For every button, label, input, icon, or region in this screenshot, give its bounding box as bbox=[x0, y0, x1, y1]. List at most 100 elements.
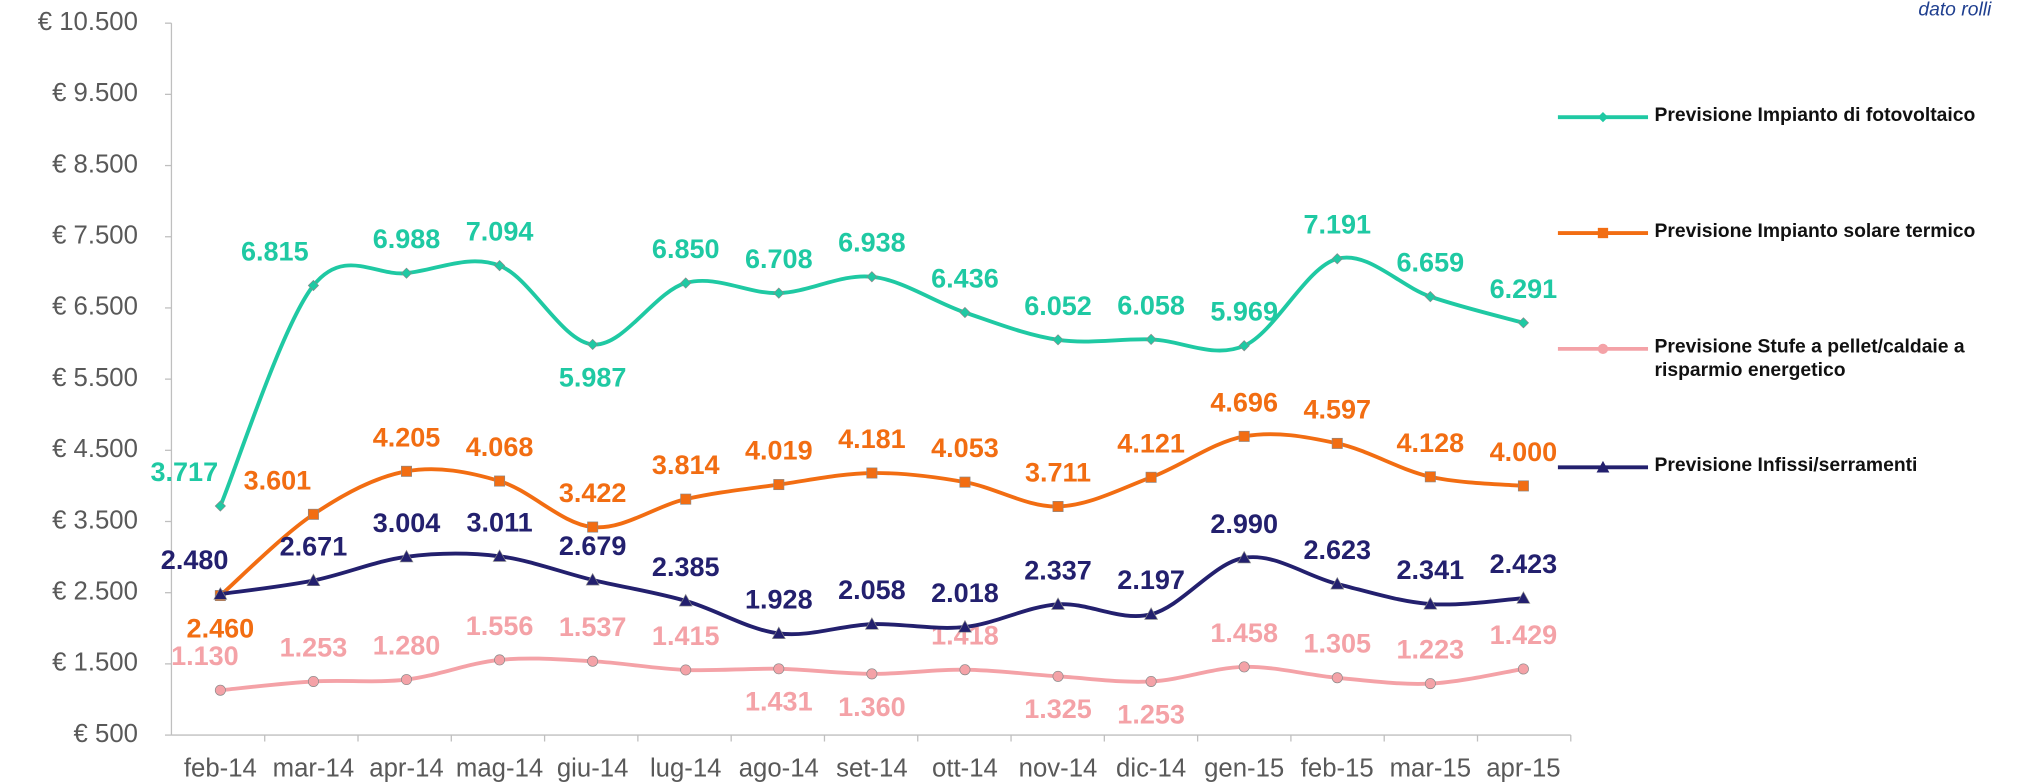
data-label: 3.711 bbox=[1025, 457, 1091, 487]
data-label: 1.360 bbox=[838, 692, 906, 722]
data-label: 4.696 bbox=[1210, 387, 1278, 417]
data-point bbox=[585, 572, 600, 586]
data-point bbox=[1145, 333, 1157, 346]
data-label: 2.018 bbox=[931, 578, 999, 608]
data-point bbox=[1423, 596, 1438, 610]
data-point bbox=[1331, 437, 1343, 449]
data-label: 2.460 bbox=[187, 613, 255, 643]
data-point bbox=[401, 674, 412, 686]
data-label: 1.253 bbox=[1117, 699, 1185, 729]
x-tick-label: mar-14 bbox=[273, 755, 355, 783]
data-point bbox=[866, 271, 878, 283]
data-point bbox=[587, 338, 599, 351]
x-tick-label: gen-15 bbox=[1204, 755, 1284, 783]
x-tick-label: apr-15 bbox=[1486, 755, 1560, 783]
data-label: 3.601 bbox=[244, 465, 312, 495]
data-label: 4.019 bbox=[745, 436, 813, 466]
data-point bbox=[866, 467, 878, 479]
data-point bbox=[1424, 471, 1436, 483]
data-point bbox=[587, 655, 599, 667]
data-point bbox=[864, 617, 879, 630]
data-point bbox=[307, 279, 320, 292]
data-label: 6.988 bbox=[373, 224, 441, 254]
data-point bbox=[399, 549, 414, 563]
data-point bbox=[1144, 607, 1159, 620]
data-label: 1.431 bbox=[745, 687, 813, 717]
data-label: 2.679 bbox=[559, 531, 627, 561]
data-label: 4.181 bbox=[838, 424, 906, 454]
data-label: 2.990 bbox=[1210, 509, 1278, 539]
legend-label: Previsione Stufe a pellet/caldaie a risp… bbox=[1654, 336, 1965, 382]
data-label: 1.325 bbox=[1024, 694, 1092, 724]
data-label: 1.130 bbox=[171, 641, 239, 671]
data-point bbox=[773, 663, 785, 675]
data-label: 6.659 bbox=[1397, 248, 1465, 278]
data-point bbox=[494, 475, 506, 487]
data-label: 6.850 bbox=[652, 234, 720, 264]
legend-marker bbox=[1597, 343, 1609, 355]
legend-label: Previsione Impianto di fotovoltaico bbox=[1654, 104, 1976, 127]
data-point bbox=[680, 493, 692, 505]
data-label: 1.253 bbox=[280, 632, 348, 662]
data-point bbox=[1517, 480, 1529, 492]
data-label: 4.053 bbox=[931, 433, 999, 463]
legend-entry: Previsione Impianto di fotovoltaico bbox=[1654, 104, 1976, 127]
data-point bbox=[492, 549, 507, 562]
data-point bbox=[587, 521, 599, 533]
data-label: 1.280 bbox=[373, 631, 441, 661]
data-label: 6.436 bbox=[931, 263, 999, 293]
x-tick-label: set-14 bbox=[836, 755, 908, 783]
x-tick-label: feb-15 bbox=[1301, 755, 1374, 783]
y-tick-label: € 9.500 bbox=[52, 79, 138, 107]
data-point bbox=[1331, 253, 1343, 265]
x-tick-label: giu-14 bbox=[557, 755, 629, 783]
data-point bbox=[678, 593, 693, 607]
data-point bbox=[1052, 501, 1064, 512]
data-label: 6.938 bbox=[838, 228, 906, 258]
data-point bbox=[214, 684, 226, 696]
data-label: 7.094 bbox=[466, 217, 534, 247]
data-point bbox=[680, 277, 692, 289]
legend-entry: Previsione Impianto solare termico bbox=[1654, 220, 1975, 242]
data-point bbox=[959, 306, 971, 319]
data-label: 4.205 bbox=[373, 422, 441, 452]
data-point bbox=[1330, 576, 1345, 590]
data-point bbox=[214, 500, 226, 512]
y-tick-label: € 6.500 bbox=[52, 293, 138, 321]
y-tick-label: € 4.500 bbox=[52, 435, 138, 463]
data-point bbox=[307, 676, 319, 687]
data-label: 2.423 bbox=[1490, 549, 1558, 579]
y-tick-label: € 8.500 bbox=[52, 150, 138, 178]
x-tick-label: dic-14 bbox=[1116, 755, 1186, 783]
data-point bbox=[1145, 471, 1157, 483]
data-label: 2.337 bbox=[1024, 555, 1092, 585]
x-tick-label: mar-15 bbox=[1390, 755, 1472, 783]
legend-marker bbox=[1597, 227, 1609, 239]
data-label: 1.556 bbox=[466, 611, 534, 641]
data-point bbox=[1051, 597, 1066, 610]
data-point bbox=[1424, 291, 1436, 303]
data-label: 3.011 bbox=[467, 507, 533, 537]
data-point bbox=[1145, 676, 1157, 687]
data-point bbox=[213, 587, 228, 600]
data-point bbox=[959, 476, 971, 488]
x-tick-label: apr-14 bbox=[369, 755, 443, 783]
data-label: 6.708 bbox=[745, 244, 813, 274]
data-label: 6.291 bbox=[1490, 274, 1558, 304]
data-point bbox=[1052, 334, 1064, 346]
x-tick-label: ago-14 bbox=[739, 755, 819, 783]
data-label: 1.429 bbox=[1490, 620, 1558, 650]
data-point bbox=[771, 626, 786, 639]
data-label: 2.341 bbox=[1397, 555, 1465, 585]
legend-marker bbox=[1596, 460, 1610, 473]
y-tick-label: € 3.500 bbox=[52, 506, 138, 534]
data-label: 1.458 bbox=[1210, 618, 1278, 648]
data-point bbox=[1238, 430, 1250, 442]
data-point bbox=[494, 654, 506, 666]
data-label: 1.415 bbox=[652, 621, 720, 651]
data-label: 2.480 bbox=[161, 545, 229, 575]
data-label: 2.197 bbox=[1117, 565, 1185, 595]
data-label: 1.305 bbox=[1303, 629, 1371, 659]
data-point bbox=[773, 287, 785, 299]
